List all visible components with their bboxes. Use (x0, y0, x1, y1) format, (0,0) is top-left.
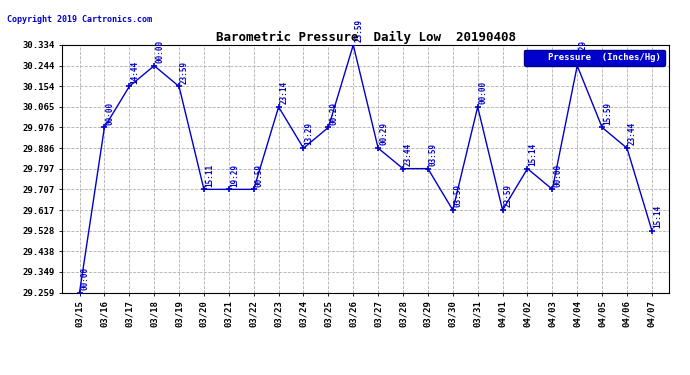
Text: 23:29: 23:29 (578, 40, 587, 63)
Text: 00:00: 00:00 (81, 267, 90, 290)
Text: 00:29: 00:29 (329, 102, 338, 124)
Title: Barometric Pressure  Daily Low  20190408: Barometric Pressure Daily Low 20190408 (216, 31, 515, 44)
Text: 15:14: 15:14 (529, 143, 538, 166)
Text: 23:44: 23:44 (404, 143, 413, 166)
Text: 00:00: 00:00 (479, 81, 488, 104)
Text: 23:59: 23:59 (504, 184, 513, 207)
Text: 14:44: 14:44 (130, 60, 139, 84)
Text: 00:00: 00:00 (155, 40, 164, 63)
Legend: Pressure  (Inches/Hg): Pressure (Inches/Hg) (524, 50, 664, 66)
Text: 15:59: 15:59 (603, 102, 612, 124)
Text: 19:29: 19:29 (230, 164, 239, 187)
Text: 23:59: 23:59 (354, 19, 364, 42)
Text: 15:14: 15:14 (653, 205, 662, 228)
Text: Copyright 2019 Cartronics.com: Copyright 2019 Cartronics.com (7, 15, 152, 24)
Text: 15:11: 15:11 (205, 164, 214, 187)
Text: 00:29: 00:29 (380, 122, 388, 146)
Text: 13:29: 13:29 (304, 122, 313, 146)
Text: 03:59: 03:59 (429, 143, 438, 166)
Text: 23:44: 23:44 (628, 122, 637, 146)
Text: 23:59: 23:59 (180, 60, 189, 84)
Text: 03:59: 03:59 (454, 184, 463, 207)
Text: 23:14: 23:14 (279, 81, 288, 104)
Text: 00:00: 00:00 (106, 102, 115, 124)
Text: 00:00: 00:00 (553, 164, 562, 187)
Text: 00:59: 00:59 (255, 164, 264, 187)
